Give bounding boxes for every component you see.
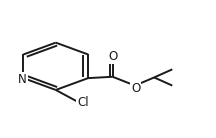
Text: O: O xyxy=(108,50,117,63)
Text: Cl: Cl xyxy=(77,96,89,109)
Text: O: O xyxy=(131,82,140,95)
Text: N: N xyxy=(18,73,27,86)
